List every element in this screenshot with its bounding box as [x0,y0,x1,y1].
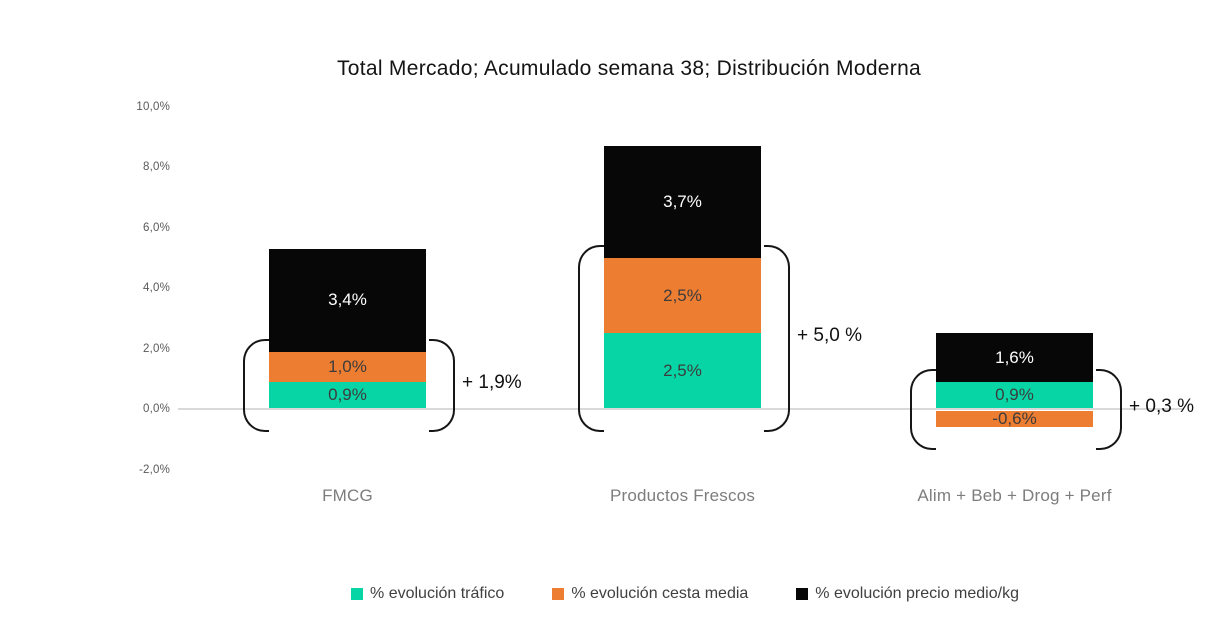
y-axis-tick: 2,0% [142,342,170,355]
bracket-right [764,244,790,432]
subtotal-annotation: + 0,3 % [1129,396,1194,418]
segment-value-label: 0,9% [995,385,1034,405]
segment-value-label: -0,6% [992,409,1037,429]
y-axis-tick: 10,0% [136,100,170,113]
segment-value-label: 2,5% [663,361,702,381]
bar-segment: 0,9% [936,381,1093,409]
legend-item: % evolución cesta media [552,585,748,603]
segment-value-label: 0,9% [328,385,367,405]
bracket-right [1096,368,1122,451]
zero-axis-line [178,408,1184,410]
subtotal-annotation: + 1,9% [462,372,522,394]
bar-segment: -0,6% [936,409,1093,429]
segment-value-label: 3,7% [663,191,702,211]
legend-item-label: % evolución precio medio/kg [815,585,1019,602]
legend-item: % evolución precio medio/kg [796,585,1019,603]
legend-marker-swatch [796,588,809,600]
legend-marker-swatch [552,588,565,600]
y-axis-tick: 8,0% [142,161,170,173]
bar-segment: 3,4% [269,248,426,352]
bar-segment: 3,7% [604,145,761,258]
y-axis-tick: -2,0% [138,463,170,476]
segment-value-label: 3,4% [328,290,367,310]
legend-item-label: % evolución cesta media [571,585,749,602]
y-axis-tick: 0,0% [142,403,170,415]
bar-segment: 2,5% [604,257,761,334]
legend-item-label: % evolución tráfico [370,585,505,602]
bracket-right [429,338,455,432]
bar-segment: 0,9% [269,381,426,409]
y-axis-tick: 6,0% [142,221,170,234]
x-axis-category-label: Productos Frescos [609,486,756,505]
legend: % evolución tráfico % evolución cesta med… [180,585,1190,603]
bracket-left [578,244,604,432]
bracket-left [910,368,936,451]
subtotal-annotation: + 5,0 % [797,325,862,347]
y-axis-tick: 4,0% [142,282,170,294]
legend-marker-swatch [351,588,364,600]
bar-segment: 2,5% [604,333,761,409]
segment-value-label: 2,5% [663,285,702,305]
x-axis-category-label: Alim + Beb + Drog + Perf [917,486,1112,505]
bar-segment: 1,0% [269,351,426,382]
chart-title: Total Mercado; Acumulado semana 38; Dist… [336,57,922,80]
x-axis-category-label: FMCG [322,486,373,505]
legend-item: % evolución tráfico [351,585,504,603]
bracket-left [243,338,269,432]
segment-value-label: 1,0% [328,356,367,376]
bar-segment: 1,6% [936,333,1093,382]
segment-value-label: 1,6% [995,347,1034,367]
